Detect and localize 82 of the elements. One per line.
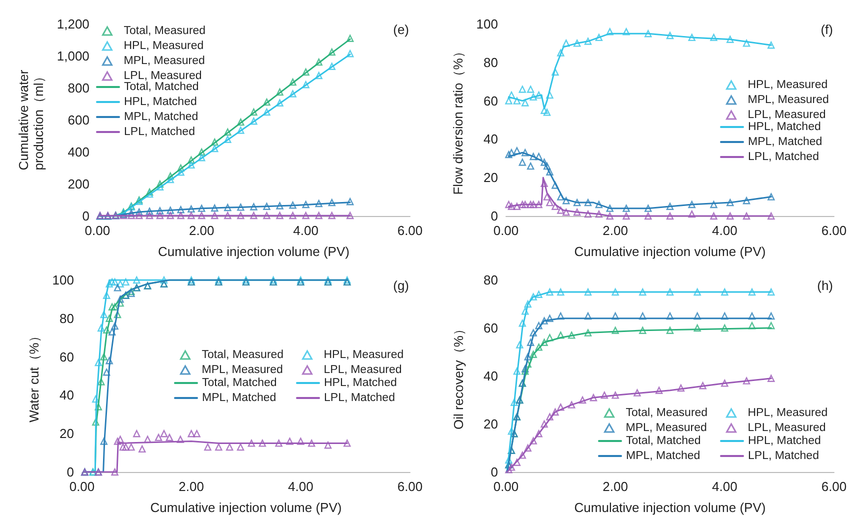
chart-title: (e): [393, 22, 409, 37]
legend-label: LPL, Matched: [748, 151, 819, 163]
legend-label: MPL, Measured: [124, 55, 205, 67]
legend-label: Total, Measured: [124, 25, 206, 37]
y-tick-label: 0: [490, 208, 498, 224]
legend-label: MPL, Measured: [626, 422, 707, 434]
y-axis-title: Oil recovery（%）: [451, 322, 466, 430]
y-tick-label: 80: [484, 54, 498, 70]
legend-label: HPL, Measured: [748, 407, 828, 419]
x-tick-label: 6.00: [397, 479, 423, 494]
y-tick-label: 100: [52, 272, 74, 288]
legend-label: MPL, Measured: [202, 364, 283, 376]
y-tick-label: 1,000: [56, 48, 90, 64]
legend-label: MPL, Matched: [626, 450, 700, 462]
y-tick-label: 80: [484, 272, 498, 288]
legend-label: LPL, Measured: [124, 70, 202, 82]
chart-title: (h): [817, 278, 833, 293]
x-tick-label: 2.00: [178, 479, 204, 494]
y-tick-label: 200: [68, 176, 90, 192]
x-tick-label: 2.00: [188, 223, 214, 238]
x-tick-label: 2.00: [602, 223, 628, 238]
y-tick-label: 20: [484, 416, 498, 432]
x-tick-label: 0.00: [84, 223, 110, 238]
legend-label: Total, Matched: [202, 377, 277, 389]
y-tick-label: 600: [68, 112, 90, 128]
x-tick-label: 4.00: [293, 223, 318, 238]
legend-label: LPL, Measured: [324, 364, 402, 376]
legend-label: MPL, Measured: [748, 94, 829, 106]
x-tick-label: 0.00: [69, 479, 95, 494]
y-tick-label: 60: [60, 349, 74, 364]
y-axis-title: Cumulative water production（ml）: [16, 69, 46, 170]
x-axis-title: Cumulative injection volume (PV): [158, 244, 350, 259]
y-tick-label: 100: [476, 16, 498, 32]
x-tick-label: 4.00: [288, 479, 314, 494]
x-axis-title: Cumulative injection volume (PV): [150, 500, 342, 515]
x-axis-title: Cumulative injection volume (PV): [574, 244, 766, 259]
legend-label: HPL, Measured: [124, 40, 204, 52]
legend-label: LPL, Matched: [124, 126, 195, 138]
x-axis-title: Cumulative injection volume (PV): [574, 500, 766, 515]
chart-title: (g): [393, 278, 409, 293]
y-tick-label: 0: [82, 208, 90, 224]
y-tick-label: 80: [60, 310, 74, 326]
legend-label: HPL, Matched: [324, 377, 397, 389]
y-tick-label: 40: [484, 132, 498, 147]
y-tick-label: 1,200: [56, 16, 90, 32]
legend-label: HPL, Matched: [748, 121, 821, 133]
x-tick-label: 4.00: [712, 479, 738, 494]
x-tick-label: 0.00: [493, 479, 519, 494]
y-tick-label: 20: [60, 426, 74, 442]
x-tick-label: 0.00: [493, 223, 519, 238]
legend-label: Total, Measured: [202, 349, 284, 361]
x-tick-label: 6.00: [397, 223, 423, 238]
y-tick-label: 60: [484, 93, 498, 108]
y-tick-label: 800: [68, 80, 90, 96]
legend-label: HPL, Matched: [748, 435, 821, 447]
x-tick-label: 4.00: [712, 223, 738, 238]
x-tick-label: 6.00: [821, 479, 847, 494]
y-tick-label: 20: [484, 170, 498, 186]
legend-label: LPL, Measured: [748, 422, 826, 434]
y-tick-label: 0: [490, 464, 498, 480]
legend-label: LPL, Matched: [748, 450, 819, 462]
legend-label: HPL, Measured: [324, 349, 404, 361]
x-tick-label: 6.00: [821, 223, 847, 238]
legend-label: MPL, Matched: [124, 111, 198, 123]
y-axis-title: Flow diversion ratio（%）: [450, 45, 466, 195]
x-tick-label: 2.00: [602, 479, 628, 494]
legend-label: MPL, Matched: [748, 136, 822, 148]
legend-label: Total, Measured: [626, 407, 708, 419]
y-tick-label: 40: [60, 388, 74, 403]
y-axis-title: Water cut（%）: [26, 330, 42, 422]
legend-label: HPL, Measured: [748, 79, 828, 91]
legend-label: MPL, Matched: [202, 392, 276, 404]
legend-label: Total, Matched: [626, 435, 701, 447]
legend-label: HPL, Matched: [124, 96, 197, 108]
chart-title: (f): [820, 22, 834, 37]
legend-label: LPL, Matched: [324, 392, 395, 404]
y-tick-label: 0: [66, 464, 74, 480]
legend-label: Total, Matched: [124, 81, 199, 93]
y-tick-label: 60: [484, 320, 498, 336]
y-tick-label: 40: [484, 368, 498, 384]
y-tick-label: 400: [68, 144, 90, 160]
legend-label: LPL, Measured: [748, 109, 826, 121]
